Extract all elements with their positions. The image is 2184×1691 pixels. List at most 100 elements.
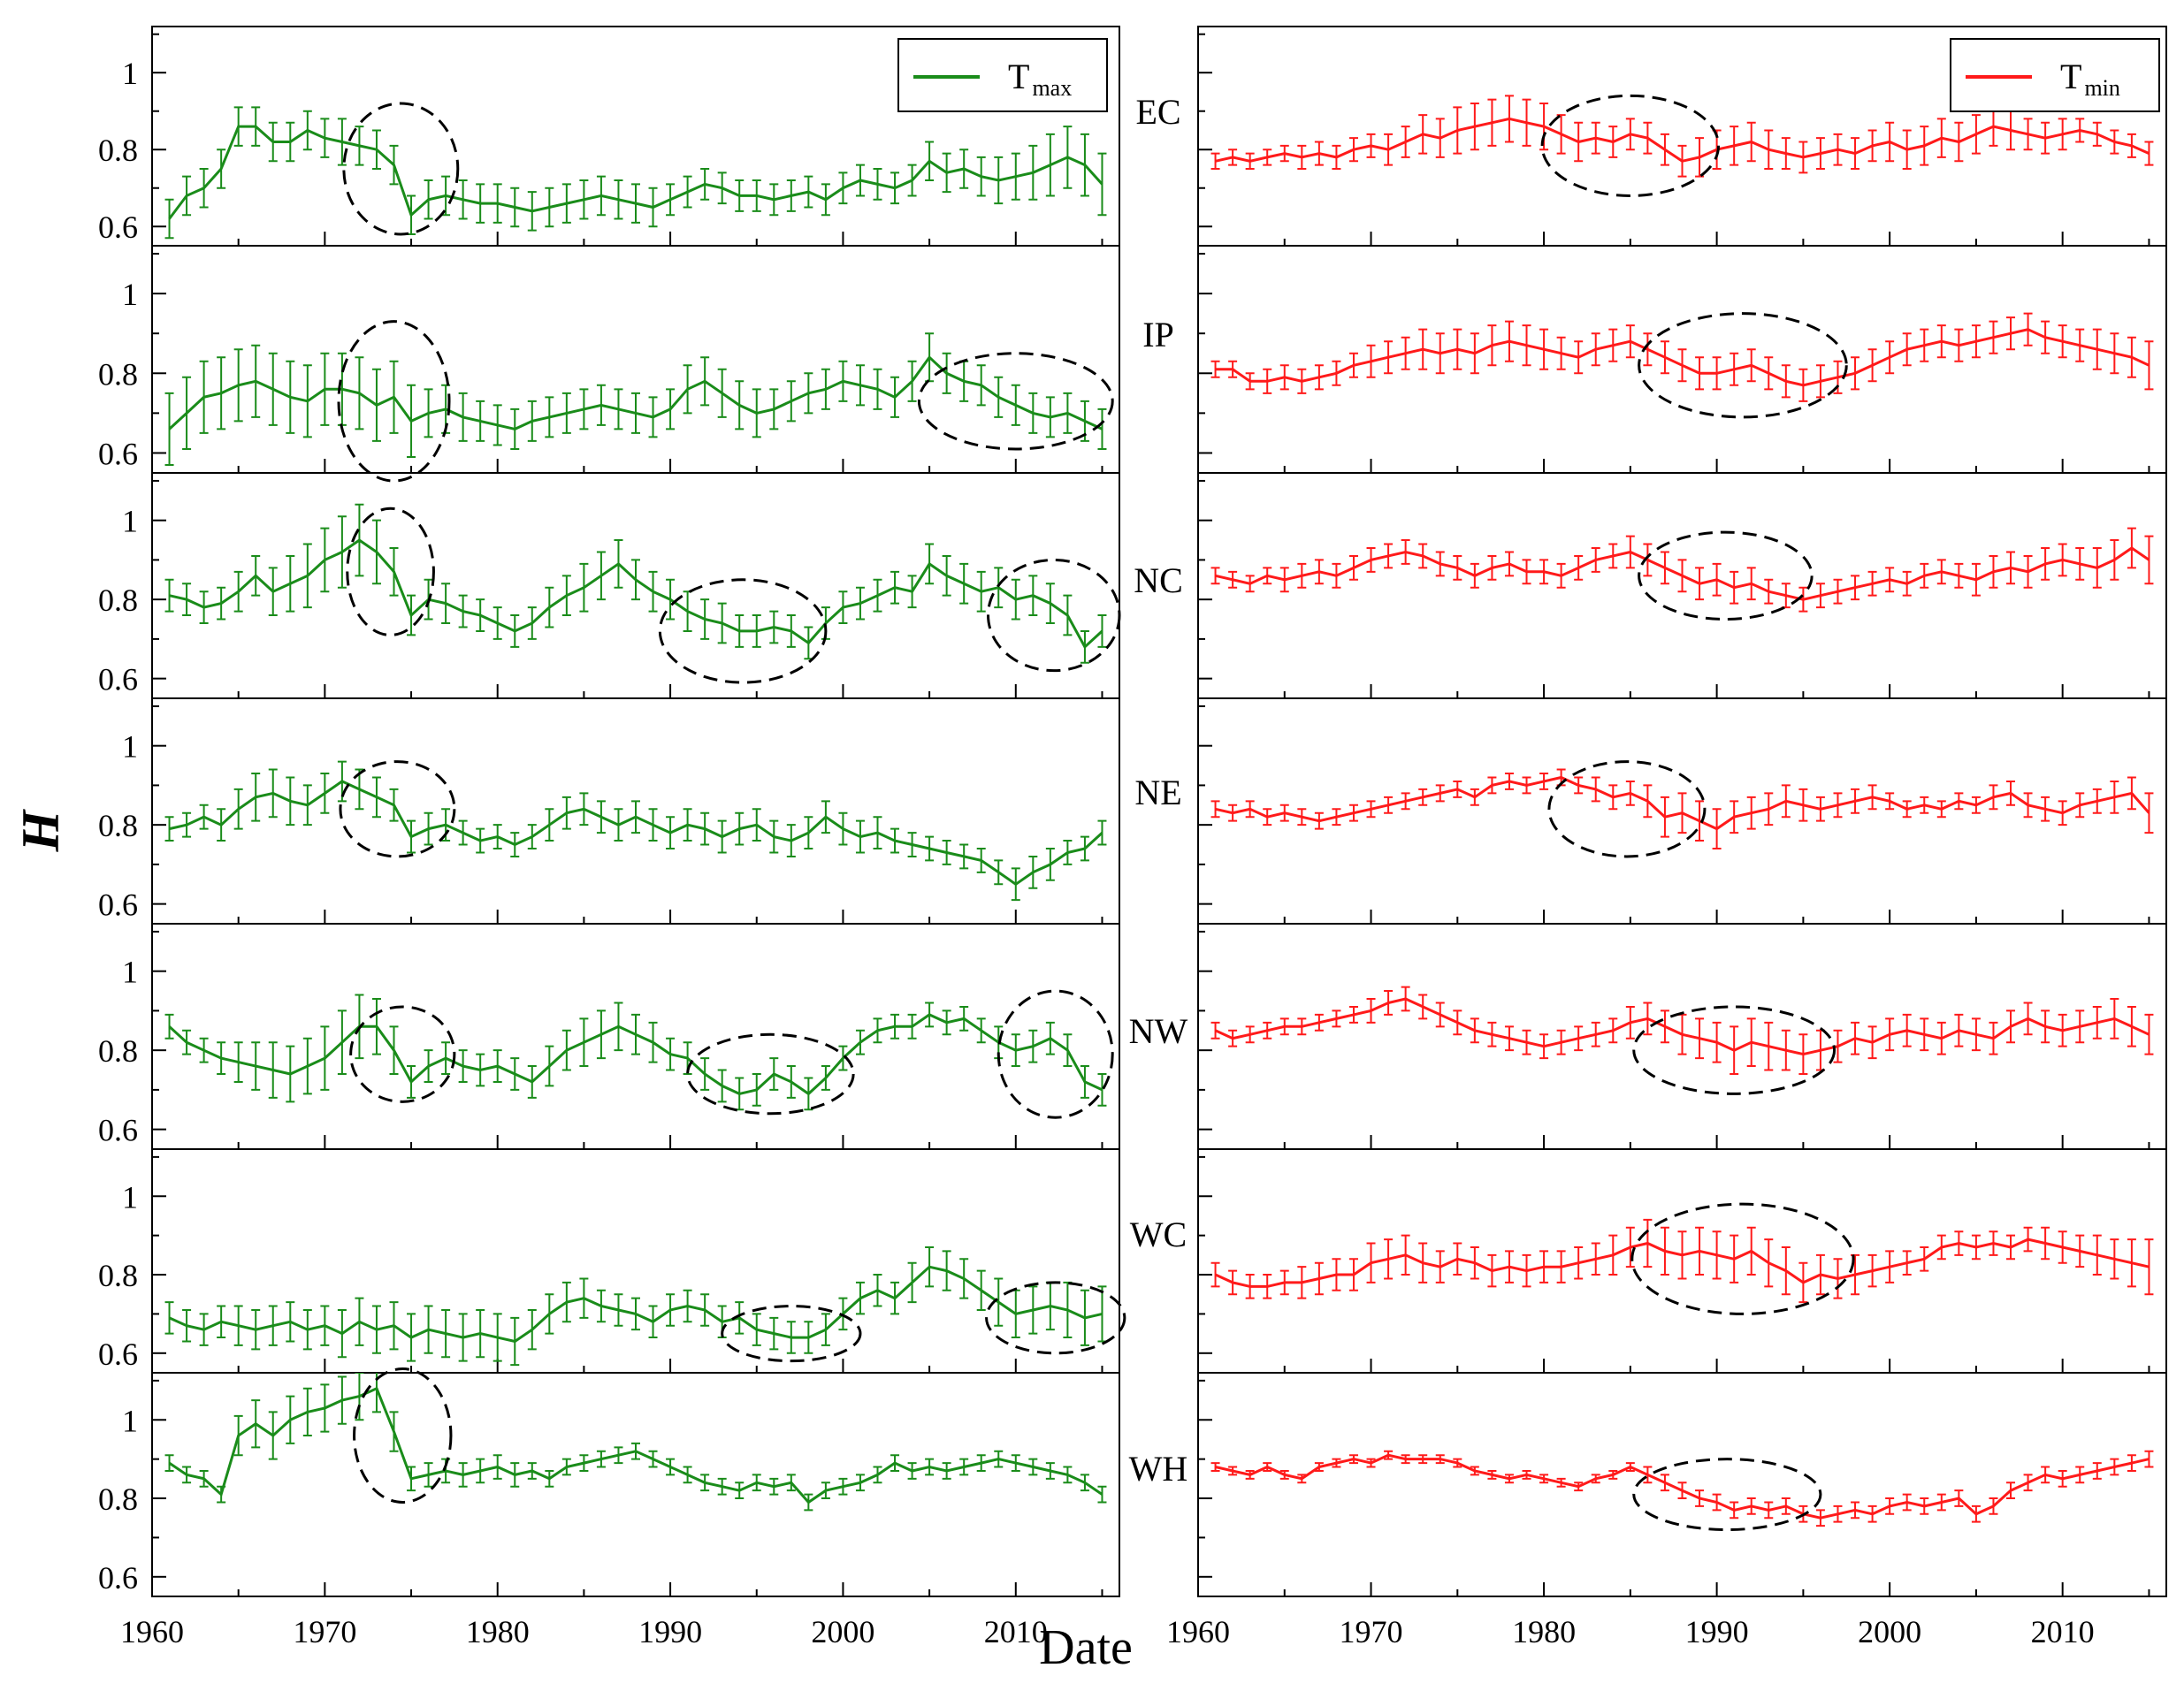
error-bar — [2144, 1013, 2154, 1055]
series-line — [168, 1265, 1103, 1344]
y-tick-label-nw-0.6: 0.6 — [98, 1113, 138, 1148]
region-label-wh: WH — [1129, 1449, 1188, 1489]
y-tick-label-wh-0.6: 0.6 — [98, 1560, 138, 1596]
series-line — [1214, 997, 2150, 1056]
y-tick-label-nc-1: 1 — [122, 504, 138, 539]
x-tick-label-left-1980: 1980 — [466, 1614, 530, 1649]
highlight-ellipse-left-nw — [686, 1032, 855, 1116]
series-tmax-wh — [164, 1373, 1107, 1512]
series-line — [169, 538, 1103, 650]
y-tick-label-nw-0.8: 0.8 — [98, 1033, 138, 1069]
series-tmax-nc — [164, 503, 1107, 664]
legend-tmax-main: T — [1008, 57, 1029, 96]
y-tick-label-ec-1: 1 — [122, 56, 138, 91]
series-line — [168, 354, 1103, 430]
series-tmax-ne — [164, 760, 1107, 902]
highlight-ellipse-left-ec — [342, 102, 460, 236]
panel-frame — [151, 1148, 1120, 1374]
x-tick-label-right-1990: 1990 — [1685, 1614, 1749, 1649]
panel-left-ip — [151, 245, 1120, 474]
highlight-ellipses — [337, 94, 1855, 1532]
series-line — [1215, 1453, 2150, 1520]
region-label-ec: EC — [1135, 92, 1180, 132]
y-tick-label-wh-0.8: 0.8 — [98, 1482, 138, 1517]
error-bar — [2144, 340, 2154, 391]
legend-tmin-main: T — [2060, 57, 2081, 96]
series-tmin-nw — [1210, 986, 2154, 1075]
error-bar — [1210, 1021, 1220, 1040]
x-tick-label-left-1990: 1990 — [638, 1614, 702, 1649]
error-bar — [1210, 567, 1220, 585]
series-line — [1215, 546, 2150, 601]
panel-frame — [151, 1372, 1120, 1597]
highlight-ellipse-left-ip — [917, 352, 1114, 451]
panel-frame — [1197, 1372, 2167, 1597]
series-tmin-ip — [1210, 312, 2154, 402]
y-tick-label-wc-0.8: 0.8 — [98, 1258, 138, 1293]
panel-left-wc — [151, 1148, 1120, 1374]
y-tick-label-ne-0.8: 0.8 — [98, 808, 138, 843]
error-bar — [2144, 1450, 2154, 1468]
x-tick-label-left-2000: 2000 — [811, 1614, 874, 1649]
highlight-ellipse-right-nc — [1638, 530, 1814, 621]
x-tick-label-left-1960: 1960 — [120, 1614, 184, 1649]
y-tick-label-ne-0.6: 0.6 — [98, 887, 138, 923]
panel-frame — [151, 245, 1120, 474]
y-tick-label-ip-1: 1 — [122, 277, 138, 312]
y-tick-label-nw-1: 1 — [122, 955, 138, 990]
y-tick-label-ec-0.6: 0.6 — [98, 209, 138, 245]
series-line — [1215, 775, 2150, 831]
x-tick-label-right-1970: 1970 — [1340, 1614, 1403, 1649]
highlight-ellipse-left-nc — [346, 507, 435, 636]
y-tick-labels: 0.6 0.8 1 0.6 0.8 1 0.6 0.8 1 0.6 0.8 1 0.6 0.8 1 0.6 0.… — [98, 56, 138, 1596]
series-tmax-wc — [164, 1245, 1107, 1367]
series-line — [1214, 1238, 2150, 1288]
x-tick-label-right-2010: 2010 — [2031, 1614, 2095, 1649]
highlight-ellipse-right-wc — [1630, 1202, 1855, 1315]
error-bar — [1210, 800, 1220, 819]
legend-tmin-sub: min — [2084, 75, 2119, 101]
series-tmax-ec — [164, 106, 1107, 240]
series-line — [168, 1013, 1103, 1096]
series-line — [1215, 328, 2150, 387]
error-bar — [1210, 1462, 1220, 1472]
highlight-ellipse-left-nw — [349, 1005, 456, 1103]
error-bar — [1210, 1261, 1220, 1288]
y-tick-label-ec-0.8: 0.8 — [98, 133, 138, 168]
error-bar — [2144, 792, 2154, 834]
highlight-ellipse-right-ip — [1638, 312, 1848, 419]
region-label-nw: NW — [1129, 1011, 1188, 1051]
region-label-ip: IP — [1142, 315, 1174, 354]
series-line — [168, 1386, 1103, 1504]
highlight-ellipse-right-ne — [1547, 760, 1707, 858]
highlight-ellipse-left-ne — [339, 760, 456, 858]
highlight-ellipse-right-ec — [1540, 94, 1721, 197]
error-bar — [1210, 152, 1220, 170]
highlight-ellipse-left-nc — [658, 578, 828, 684]
y-tick-label-wc-1: 1 — [122, 1179, 138, 1215]
x-tick-labels: 1960 1970 1980 1990 2000 2010 1960 1970 1980 1990… — [120, 1614, 2095, 1649]
x-tick-label-right-1960: 1960 — [1166, 1614, 1230, 1649]
series-line — [168, 125, 1103, 220]
region-labels: EC IP NC NE NW WC WH — [1129, 92, 1188, 1489]
panels — [151, 26, 2167, 1597]
highlight-ellipse-left-nc — [987, 558, 1121, 673]
region-label-wc: WC — [1130, 1215, 1187, 1254]
legend-tmax-sub: max — [1032, 75, 1072, 101]
x-tick-label-left-2010: 2010 — [984, 1614, 1048, 1649]
y-tick-label-wh-1: 1 — [122, 1403, 138, 1438]
highlight-ellipse-left-wc — [721, 1305, 862, 1363]
series-tmax-ip — [164, 332, 1107, 466]
highlight-ellipse-right-wh — [1632, 1458, 1822, 1532]
error-bar — [164, 198, 174, 240]
region-label-nc: NC — [1134, 560, 1183, 600]
series-tmin-wh — [1210, 1450, 2154, 1527]
highlight-ellipse-left-ip — [337, 320, 451, 483]
panel-left-wh — [151, 1372, 1120, 1597]
series-tmax-nw — [164, 994, 1107, 1111]
y-tick-label-nc-0.8: 0.8 — [98, 583, 138, 618]
